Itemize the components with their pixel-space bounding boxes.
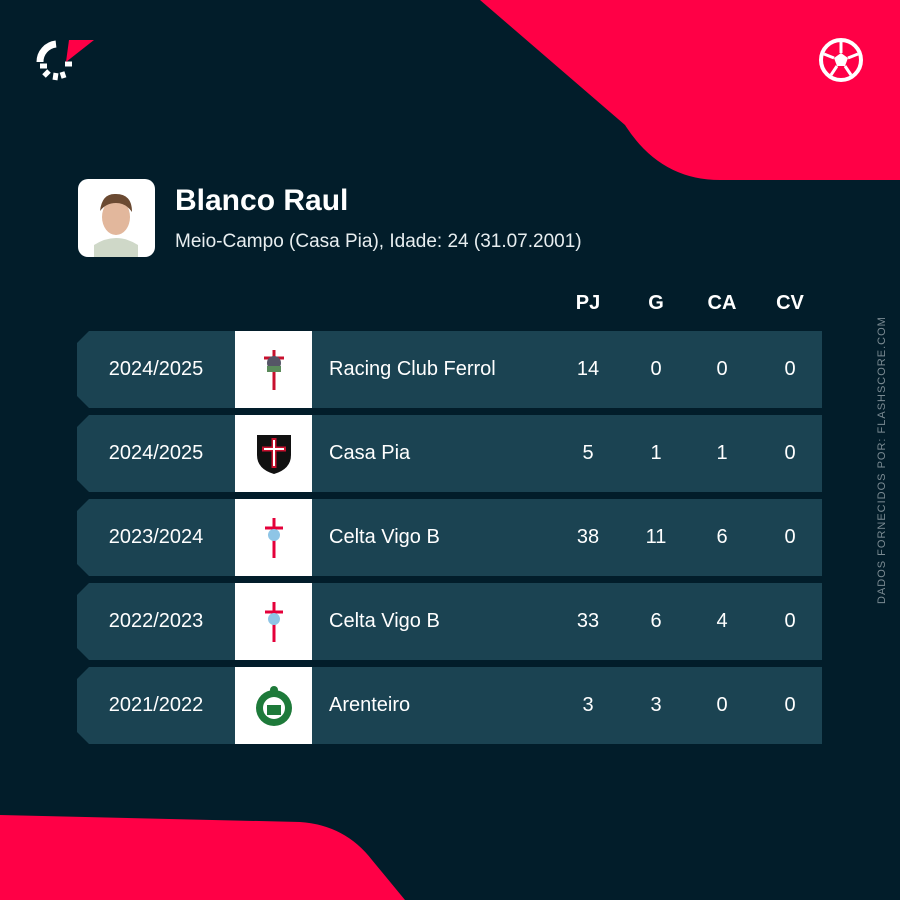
- table-row: 2024/2025 Racing Club Ferrol 14 0 0 0: [77, 331, 822, 408]
- celta-vigo-crest-icon: [235, 583, 312, 660]
- table-row: 2021/2022 Arenteiro 3 3 0 0: [77, 667, 822, 744]
- team-name: Celta Vigo B: [329, 610, 440, 632]
- team-name: Racing Club Ferrol: [329, 358, 496, 380]
- football-icon: [819, 38, 863, 82]
- stat-g: 6: [650, 610, 662, 632]
- table-row: 2023/2024 Celta Vigo B 38 11 6 0: [77, 499, 822, 576]
- stat-ca: 1: [716, 442, 728, 464]
- column-header-pj: PJ: [575, 292, 601, 314]
- season: 2024/2025: [108, 358, 204, 380]
- season: 2024/2025: [108, 442, 204, 464]
- stat-cv: 0: [784, 526, 796, 548]
- stat-ca: 6: [716, 526, 728, 548]
- stat-g: 0: [650, 358, 662, 380]
- player-info: Meio-Campo (Casa Pia), Idade: 24 (31.07.…: [175, 231, 582, 252]
- stat-ca: 0: [716, 694, 728, 716]
- stat-g: 11: [645, 526, 667, 548]
- player-photo: [78, 179, 155, 257]
- season: 2022/2023: [108, 610, 204, 632]
- column-header-cv: CV: [776, 292, 804, 314]
- stat-pj: 3: [582, 694, 594, 716]
- stat-cv: 0: [784, 694, 796, 716]
- column-header-g: G: [648, 292, 664, 314]
- stat-pj: 5: [582, 442, 594, 464]
- arenteiro-crest-icon: [235, 667, 312, 744]
- data-credit: DADOS FORNECIDOS POR: FLASHSCORE.COM: [876, 316, 888, 604]
- player-name: Blanco Raul: [175, 184, 349, 217]
- flashscore-logo-icon: [36, 40, 94, 81]
- table-row: 2022/2023 Celta Vigo B 33 6 4 0: [77, 583, 822, 660]
- casa-pia-crest-icon: [235, 415, 312, 492]
- celta-vigo-crest-icon: [235, 499, 312, 576]
- racing-ferrol-crest-icon: [235, 331, 312, 408]
- table-row: 2024/2025 Casa Pia 5 1 1 0: [77, 415, 822, 492]
- stat-pj: 14: [576, 358, 600, 380]
- team-name: Arenteiro: [329, 694, 411, 716]
- stat-ca: 4: [716, 610, 728, 632]
- stat-cv: 0: [784, 358, 796, 380]
- stat-g: 3: [650, 694, 662, 716]
- team-name: Celta Vigo B: [329, 526, 440, 548]
- season: 2021/2022: [108, 694, 204, 716]
- stat-cv: 0: [784, 442, 796, 464]
- season: 2023/2024: [108, 526, 204, 548]
- column-header-ca: CA: [707, 292, 737, 314]
- stat-g: 1: [650, 442, 662, 464]
- stat-pj: 38: [576, 526, 600, 548]
- stat-pj: 33: [576, 610, 600, 632]
- team-name: Casa Pia: [329, 442, 411, 464]
- stat-cv: 0: [784, 610, 796, 632]
- stat-ca: 0: [716, 358, 728, 380]
